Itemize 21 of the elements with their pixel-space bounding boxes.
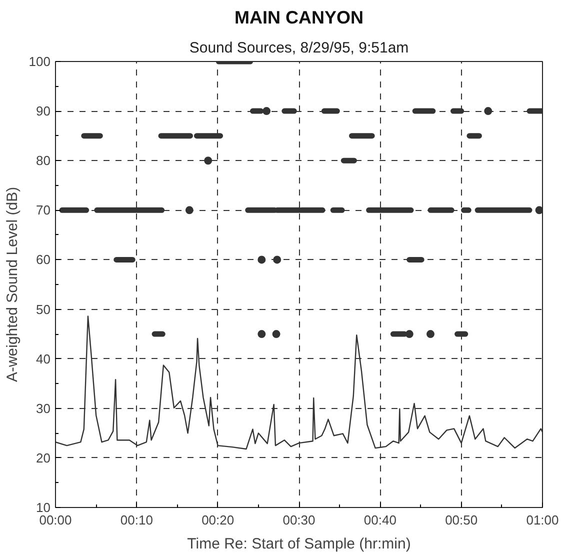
x-tick-label: 00:10 xyxy=(120,512,153,528)
x-axis-title: Time Re: Start of Sample (hr:min) xyxy=(187,536,411,552)
y-tick-label: 100 xyxy=(28,54,51,69)
y-tick-label: 80 xyxy=(36,153,51,168)
chart-title: MAIN CANYON xyxy=(234,8,364,28)
x-tick-label: 00:00 xyxy=(39,512,72,528)
x-tick-label: 00:40 xyxy=(364,512,396,528)
x-tick-label: 00:30 xyxy=(282,512,316,528)
x-tick-label: 00:20 xyxy=(202,512,234,528)
y-tick-label: 60 xyxy=(36,252,51,268)
x-tick-label: 01:00 xyxy=(526,512,559,528)
y-tick-label: 40 xyxy=(36,351,51,366)
y-tick-label: 10 xyxy=(36,500,51,515)
y-tick-label: 20 xyxy=(36,450,51,466)
y-tick-label: 50 xyxy=(36,302,51,317)
y-tick-label: 70 xyxy=(36,202,51,218)
x-tick-label: 00:50 xyxy=(445,512,478,528)
chart-subtitle: Sound Sources, 8/29/95, 9:51am xyxy=(189,40,409,56)
y-axis-title: A-weighted Sound Level (dB) xyxy=(4,186,21,382)
y-tick-label: 30 xyxy=(36,400,51,416)
y-tick-label: 90 xyxy=(36,104,51,119)
